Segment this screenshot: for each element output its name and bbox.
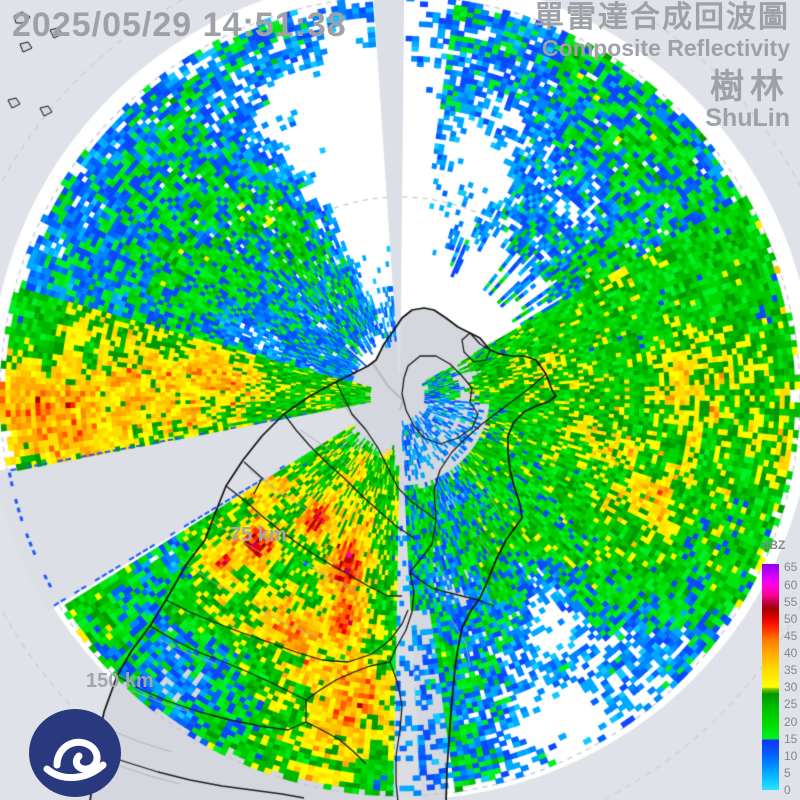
cwb-logo-disc <box>29 709 121 797</box>
range-ring-label-75km: 75 km <box>230 524 287 546</box>
legend-tick-label: 60 <box>784 577 798 592</box>
legend-tick-label: 0 <box>784 783 791 797</box>
legend-tick-label: 35 <box>784 663 798 678</box>
cwb-logo-swirl <box>53 738 101 773</box>
legend-tick-label: 5 <box>784 765 791 780</box>
cwb-logo <box>29 709 121 797</box>
cwb-logo-wave <box>43 761 107 782</box>
legend-tick-label: 65 <box>784 560 798 575</box>
product-title-en: Composite Reflectivity <box>542 34 790 61</box>
title-block: 單雷達合成回波圖 Composite Reflectivity 樹林 ShuLi… <box>534 2 790 132</box>
legend-tick-label: 30 <box>784 680 798 695</box>
legend-unit-label: dBZ <box>762 538 786 552</box>
legend-tick-label: 40 <box>784 646 798 661</box>
legend-colorbar <box>762 564 779 790</box>
range-ring-label-150km: 150 km <box>86 670 154 692</box>
timestamp: 2025/05/29 14:51:38 <box>12 6 347 44</box>
legend-tick-label: 10 <box>784 748 798 763</box>
legend-tick-label: 55 <box>784 594 798 609</box>
station-name-en: ShuLin <box>705 104 790 133</box>
legend-tick-label: 45 <box>784 628 798 643</box>
legend-tick-label: 15 <box>784 731 798 746</box>
dbz-legend: dBZ 65 60 55 50 45 40 35 30 25 20 15 10 5 0 <box>758 538 800 800</box>
legend-tick-label: 25 <box>784 697 798 712</box>
legend-tick-label: 20 <box>784 714 798 729</box>
legend-tick-label: 50 <box>784 611 798 626</box>
product-title-zh: 單雷達合成回波圖 <box>534 1 790 34</box>
station-name-zh: 樹林 <box>710 67 790 106</box>
